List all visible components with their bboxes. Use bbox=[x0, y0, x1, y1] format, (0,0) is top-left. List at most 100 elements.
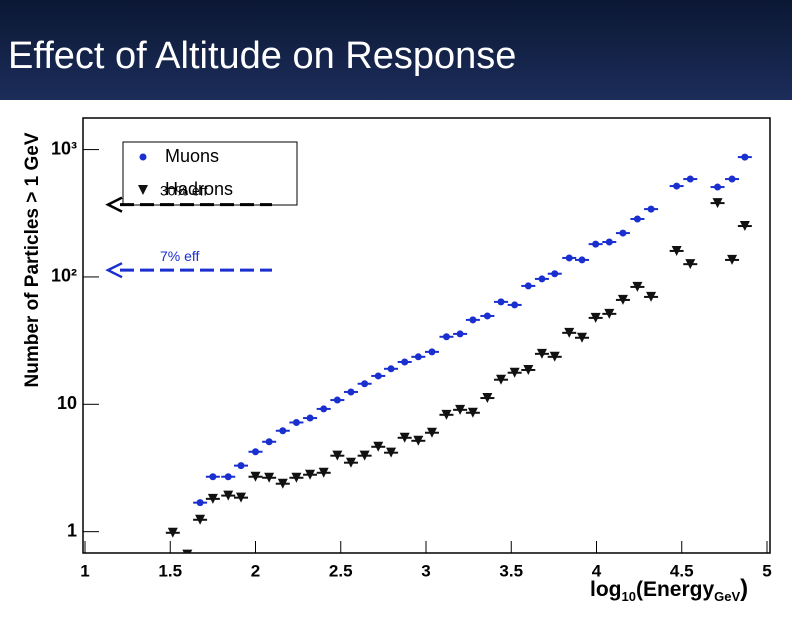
x-tick-label: 2.5 bbox=[329, 561, 353, 580]
point bbox=[401, 358, 409, 366]
legend-marker bbox=[138, 185, 148, 195]
point bbox=[277, 478, 288, 489]
x-tick-label: 5 bbox=[762, 561, 771, 580]
point bbox=[426, 427, 437, 438]
point bbox=[279, 427, 287, 435]
y-axis-label: Number of Particles > 1 GeV bbox=[22, 132, 43, 387]
y-tick-label: 10² bbox=[51, 266, 77, 286]
point bbox=[483, 312, 491, 320]
point bbox=[673, 182, 681, 190]
arrow-head bbox=[105, 196, 123, 213]
point bbox=[632, 281, 643, 292]
point bbox=[386, 447, 397, 458]
arrow-head bbox=[105, 262, 123, 279]
point bbox=[428, 348, 436, 356]
point bbox=[564, 327, 575, 338]
legend-box bbox=[122, 141, 298, 206]
plot-area bbox=[165, 153, 752, 553]
header-band bbox=[0, 0, 792, 100]
point bbox=[633, 215, 641, 223]
point bbox=[728, 175, 736, 183]
point bbox=[617, 294, 628, 305]
point bbox=[685, 259, 696, 270]
point bbox=[496, 374, 507, 385]
x-tick-label: 3.5 bbox=[499, 561, 523, 580]
point bbox=[442, 333, 450, 341]
point bbox=[441, 409, 452, 420]
point bbox=[523, 364, 534, 375]
y-tick-label: 10³ bbox=[51, 138, 77, 158]
point bbox=[306, 414, 314, 422]
legend-label: Muons bbox=[165, 146, 219, 166]
point bbox=[264, 472, 275, 483]
point bbox=[413, 435, 424, 446]
point bbox=[359, 450, 370, 461]
point bbox=[686, 175, 694, 183]
point bbox=[727, 254, 738, 265]
point bbox=[619, 229, 627, 237]
point bbox=[209, 473, 217, 481]
point bbox=[374, 372, 382, 380]
point bbox=[399, 432, 410, 443]
point bbox=[605, 238, 613, 246]
point bbox=[577, 332, 588, 343]
annotation-text: 7% eff bbox=[160, 248, 200, 264]
x-label-part: ) bbox=[740, 575, 748, 602]
point bbox=[224, 473, 232, 481]
point bbox=[509, 367, 520, 378]
y-tick-label: 10 bbox=[57, 393, 77, 413]
point bbox=[291, 472, 302, 483]
x-axis-label: log10(EnergyGeV) bbox=[590, 575, 748, 604]
point bbox=[467, 407, 478, 418]
point bbox=[647, 205, 655, 213]
point bbox=[469, 316, 477, 324]
point bbox=[524, 282, 532, 290]
point bbox=[167, 527, 178, 538]
point bbox=[373, 441, 384, 452]
point bbox=[712, 198, 723, 209]
x-tick-label: 1.5 bbox=[158, 561, 182, 580]
point bbox=[265, 438, 273, 446]
point bbox=[347, 388, 355, 396]
point bbox=[565, 254, 573, 262]
point bbox=[497, 298, 505, 306]
point bbox=[741, 153, 749, 161]
point bbox=[604, 308, 615, 319]
annotation-text: 30% eff bbox=[160, 182, 207, 198]
y-tick-label: 1 bbox=[67, 520, 77, 540]
point bbox=[714, 183, 722, 191]
point bbox=[590, 312, 601, 323]
point bbox=[318, 467, 329, 478]
point bbox=[292, 418, 300, 426]
point bbox=[414, 353, 422, 361]
x-label-part: GeV bbox=[714, 589, 740, 604]
x-label-part: log bbox=[590, 578, 622, 601]
point bbox=[578, 256, 586, 264]
point bbox=[455, 404, 466, 415]
point bbox=[223, 490, 234, 501]
point bbox=[482, 393, 493, 404]
legend-label: Hadrons bbox=[165, 179, 233, 199]
point bbox=[592, 240, 600, 248]
point bbox=[511, 301, 519, 309]
x-label-part: 10 bbox=[622, 589, 636, 604]
point bbox=[250, 471, 261, 482]
point bbox=[536, 348, 547, 359]
point bbox=[671, 245, 682, 256]
point bbox=[538, 275, 546, 283]
point bbox=[387, 365, 395, 373]
x-tick-label: 4 bbox=[592, 561, 602, 580]
point bbox=[207, 493, 218, 504]
point bbox=[345, 457, 356, 468]
x-tick-label: 3 bbox=[421, 561, 430, 580]
point bbox=[332, 450, 343, 461]
point bbox=[182, 549, 193, 553]
slide-title: Effect of Altitude on Response bbox=[8, 35, 516, 77]
point bbox=[252, 448, 259, 456]
point bbox=[305, 469, 316, 480]
point bbox=[196, 499, 204, 507]
x-tick-label: 1 bbox=[80, 561, 89, 580]
point bbox=[195, 514, 206, 525]
